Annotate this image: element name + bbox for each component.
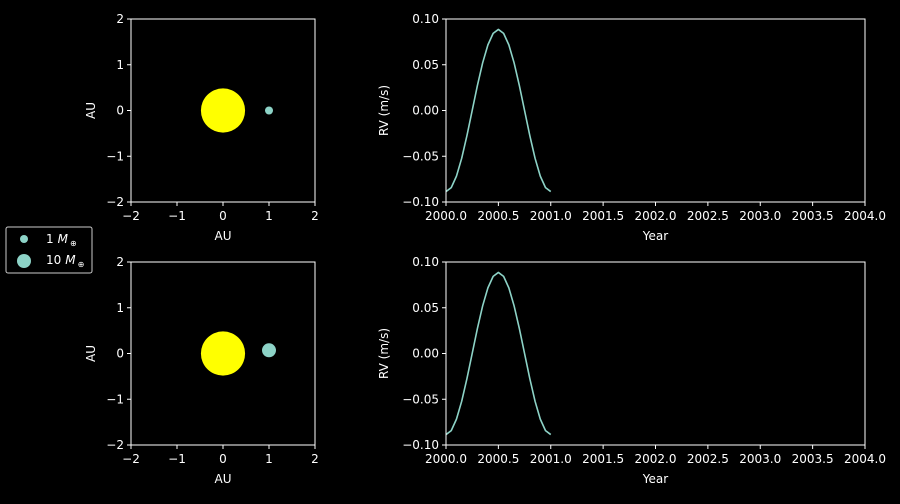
rv-bottom-xtick-label: 2000.0 xyxy=(425,452,467,466)
rv-top-xtick-label: 2003.5 xyxy=(792,209,834,223)
legend-entry-2-subscript: ⊕ xyxy=(78,260,85,269)
rv-top-xtick-label: 2003.0 xyxy=(739,209,781,223)
rv-top-ytick-label: −0.10 xyxy=(402,195,439,209)
orbit-top-ytick-label: −1 xyxy=(106,149,124,163)
rv-top-ytick-label: 0.05 xyxy=(412,58,439,72)
rv-bottom-xtick-label: 2002.0 xyxy=(635,452,677,466)
legend-entry-1-number: 1 xyxy=(46,232,54,246)
rv-top-xtick-label: 2001.0 xyxy=(530,209,572,223)
rv-bottom-ytick-label: −0.05 xyxy=(402,392,439,406)
rv-bottom-xtick-label: 2004.0 xyxy=(844,452,886,466)
orbit-bottom-star-marker xyxy=(200,331,246,376)
orbit-bottom-ytick-label: 2 xyxy=(116,255,124,269)
orbit-top-planet-marker xyxy=(265,106,273,115)
rv-top-ytick-label: −0.05 xyxy=(402,149,439,163)
rv-top-xtick-label: 2001.5 xyxy=(582,209,624,223)
rv-top-ytick-label: 0.00 xyxy=(412,104,439,118)
rv-bottom-xtick-label: 2001.0 xyxy=(530,452,572,466)
orbit-bottom-ytick-label: −2 xyxy=(106,438,124,452)
legend-entry-1-symbol: M xyxy=(58,232,69,246)
orbit-bottom-planet-marker xyxy=(262,343,276,358)
rv-bottom-xtick-label: 2003.5 xyxy=(792,452,834,466)
orbit-bottom-xtick-label: 1 xyxy=(265,452,273,466)
rv-bottom-series-line-0 xyxy=(445,271,552,436)
orbit-top-xtick-label: −1 xyxy=(168,209,186,223)
orbit-top-ytick-label: 2 xyxy=(116,12,124,26)
orbit-bottom-xtick-label: 0 xyxy=(219,452,227,466)
orbit-panel-bottom: −2 −1 0 1 2 −2 −1 0 1 2 AU AU xyxy=(84,255,319,486)
orbit-top-xtick-label: 2 xyxy=(311,209,319,223)
legend-entry-1: 1 M ⊕ xyxy=(46,232,77,248)
orbit-top-xtick-label: 0 xyxy=(219,209,227,223)
rv-bottom-xtick-label: 2000.5 xyxy=(477,452,519,466)
legend-entry-1-subscript: ⊕ xyxy=(70,239,77,248)
orbit-bottom-ytick-label: 0 xyxy=(116,347,124,361)
rv-bottom-ytick-label: 0.00 xyxy=(412,347,439,361)
orbit-bottom-xtick-label: −2 xyxy=(122,452,140,466)
orbit-bottom-xtick-label: 2 xyxy=(311,452,319,466)
orbit-panel-top: −2 −1 0 1 2 −2 −1 0 1 2 AU AU xyxy=(84,12,319,243)
orbit-top-xtick-label: 1 xyxy=(265,209,273,223)
legend-entry-2-number: 10 xyxy=(46,253,61,267)
rv-top-x-axis-label: Year xyxy=(642,229,668,243)
rv-bottom-y-axis-label: RV (m/s) xyxy=(377,328,391,379)
rv-bottom-x-axis-label: Year xyxy=(642,472,668,486)
orbit-top-y-axis-label: AU xyxy=(84,102,98,119)
rv-bottom-ytick-label: −0.10 xyxy=(402,438,439,452)
rv-panel-top: 2000.0 2000.5 2001.0 2001.5 2002.0 2002.5 2003… xyxy=(377,12,886,243)
orbit-bottom-y-axis-label: AU xyxy=(84,345,98,362)
rv-bottom-plot-area xyxy=(446,262,865,445)
rv-bottom-ytick-label: 0.10 xyxy=(412,255,439,269)
rv-top-xtick-label: 2002.5 xyxy=(687,209,729,223)
orbit-top-x-axis-label: AU xyxy=(215,229,232,243)
orbit-top-ytick-label: −2 xyxy=(106,195,124,209)
orbit-bottom-ytick-label: −1 xyxy=(106,392,124,406)
rv-bottom-xtick-label: 2001.5 xyxy=(582,452,624,466)
legend: 1 M ⊕ 10 M ⊕ xyxy=(5,226,93,274)
rv-top-xtick-label: 2002.0 xyxy=(635,209,677,223)
rv-top-y-axis-label: RV (m/s) xyxy=(377,85,391,136)
orbit-top-star-marker xyxy=(200,88,246,133)
rv-top-plot-area xyxy=(446,19,865,202)
legend-marker-large-icon xyxy=(17,254,31,268)
rv-top-xtick-label: 2000.5 xyxy=(477,209,519,223)
rv-bottom-ytick-label: 0.05 xyxy=(412,301,439,315)
rv-top-ytick-label: 0.10 xyxy=(412,12,439,26)
legend-entry-2: 10 M ⊕ xyxy=(46,253,84,269)
legend-marker-small-icon xyxy=(20,235,28,243)
legend-entry-2-symbol: M xyxy=(65,253,76,267)
orbit-bottom-xtick-label: −1 xyxy=(168,452,186,466)
rv-panel-bottom: 2000.0 2000.5 2001.0 2001.5 2002.0 2002.5 2003… xyxy=(377,255,886,486)
rv-top-xtick-label: 2000.0 xyxy=(425,209,467,223)
rv-bottom-xtick-label: 2003.0 xyxy=(739,452,781,466)
orbit-top-ytick-label: 0 xyxy=(116,104,124,118)
orbit-bottom-ytick-label: 1 xyxy=(116,301,124,315)
orbit-top-ytick-label: 1 xyxy=(116,58,124,72)
rv-top-xtick-label: 2004.0 xyxy=(844,209,886,223)
orbit-bottom-x-axis-label: AU xyxy=(215,472,232,486)
rv-bottom-xtick-label: 2002.5 xyxy=(687,452,729,466)
rv-top-series-line-0 xyxy=(445,28,552,193)
orbit-top-xtick-label: −2 xyxy=(122,209,140,223)
